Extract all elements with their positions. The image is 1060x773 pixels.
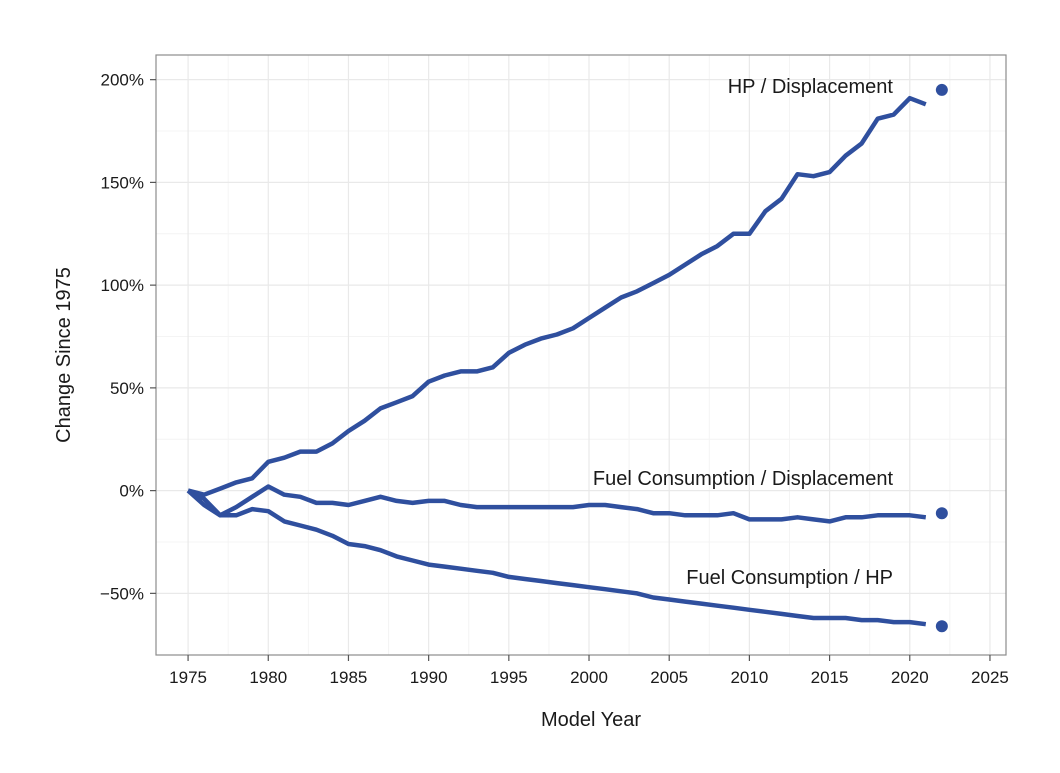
series-point-fuel-consumption-displacement [935,507,948,520]
series-label-fuel-consumption-displacement: Fuel Consumption / Displacement [593,468,894,490]
series-point-hp-displacement [935,83,948,96]
x-tick-label: 2005 [650,668,688,687]
plot-background [156,55,1006,655]
y-tick-label: 200% [101,71,144,90]
x-axis-title: Model Year [541,709,641,731]
x-tick-label: 1975 [169,668,207,687]
series-labels: HP / Displacement Fuel Consumption / Dis… [593,76,894,589]
x-tick-label: 2025 [971,668,1009,687]
axes: 1975 1980 1985 1990 1995 2000 2005 2010 2015 2020… [100,71,1009,687]
series-point-fuel-consumption-hp [935,620,948,633]
x-tick-label: 1980 [249,668,287,687]
plot-border [155,54,1007,656]
x-tick-label: 1995 [490,668,528,687]
series-line-fuel-consumption-displacement [187,484,927,524]
y-tick-label: 0% [119,482,144,501]
series-label-fuel-consumption-hp: Fuel Consumption / HP [686,567,893,589]
y-tick-label: −50% [100,584,144,603]
series-line-hp-displacement [187,95,927,497]
gridlines [156,55,1006,655]
x-tick-label: 1990 [410,668,448,687]
x-tick-label: 2015 [811,668,849,687]
x-tick-label: 2000 [570,668,608,687]
x-tick-label: 1985 [330,668,368,687]
y-tick-label: 150% [101,173,144,192]
x-tick-label: 2020 [891,668,929,687]
x-tick-label: 2010 [730,668,768,687]
series-label-hp-displacement: HP / Displacement [728,76,894,98]
series-line-fuel-consumption-hp [186,488,927,627]
y-axis-title: Change Since 1975 [53,267,75,443]
y-tick-label: 100% [101,276,144,295]
series-group [186,83,948,633]
y-tick-label: 50% [110,379,144,398]
